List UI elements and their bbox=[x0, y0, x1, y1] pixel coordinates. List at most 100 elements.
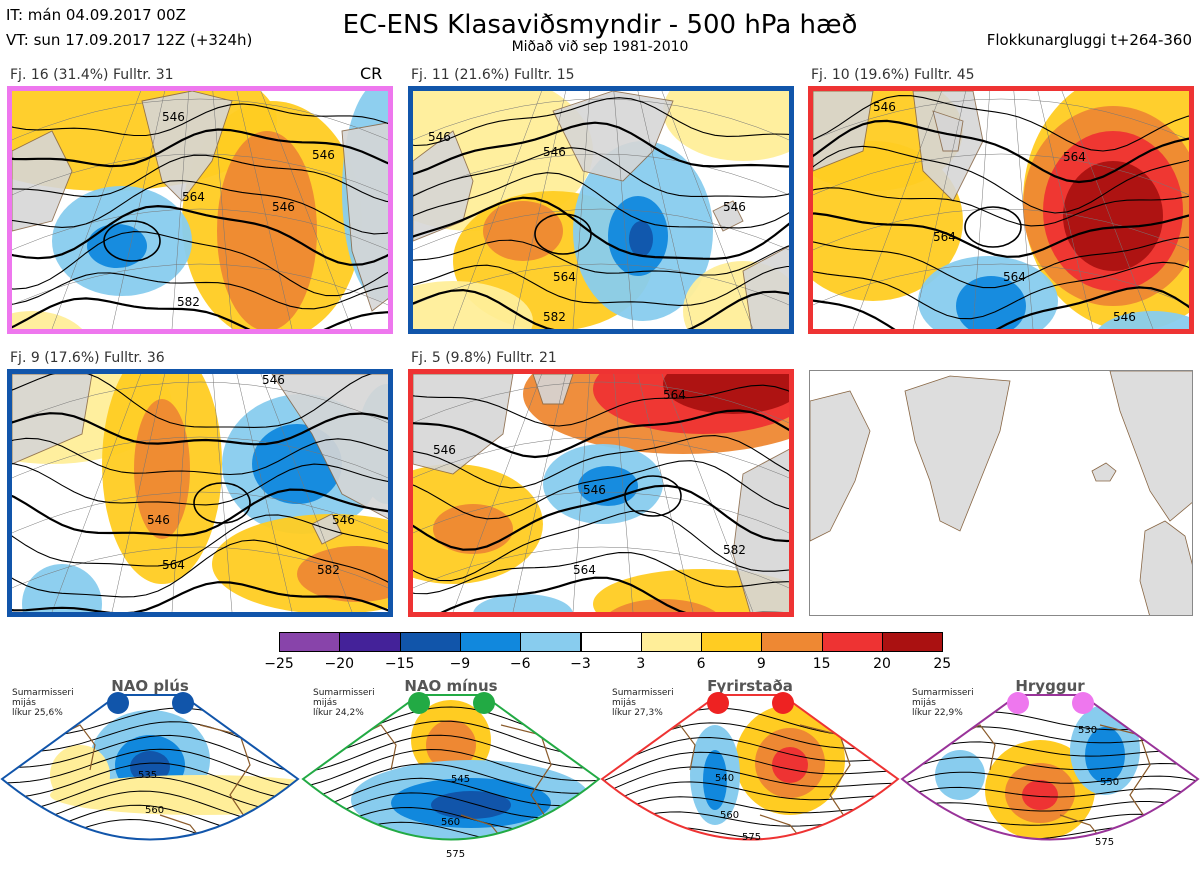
contour-label: 535 bbox=[138, 770, 157, 781]
meridian-line bbox=[572, 374, 591, 612]
meridian-line bbox=[51, 91, 141, 329]
height-contour bbox=[12, 231, 388, 297]
contour-label: 546 bbox=[332, 513, 355, 527]
closed-contour bbox=[534, 213, 592, 255]
colorbar-tick-label: −6 bbox=[509, 656, 531, 672]
contour-label: 546 bbox=[162, 110, 185, 124]
latitude-line bbox=[813, 208, 1189, 251]
cluster-map-panel-10: 546 564 564 564 546 bbox=[808, 86, 1194, 334]
valid-time: VT: sun 17.09.2017 12Z (+324h) bbox=[6, 31, 253, 49]
anomaly-area bbox=[1063, 161, 1163, 271]
regime-marker-dot bbox=[107, 692, 129, 714]
regime-name: NAO plús bbox=[111, 677, 189, 695]
colorbar-tick-label: −9 bbox=[449, 656, 471, 672]
colorbar-segment bbox=[761, 632, 823, 652]
contour-label: 530 bbox=[1078, 725, 1097, 736]
contour-label: 564 bbox=[1003, 270, 1026, 284]
height-contour bbox=[12, 128, 388, 168]
anomaly-area bbox=[134, 399, 190, 539]
height-contour bbox=[813, 145, 1189, 214]
landmass bbox=[712, 200, 744, 232]
meridian-line bbox=[613, 91, 634, 329]
anomaly-area bbox=[426, 720, 476, 770]
anomaly-area bbox=[217, 131, 317, 329]
landmass bbox=[12, 130, 73, 232]
contour-label: 582 bbox=[317, 563, 340, 577]
page-subtitle: Miðað við sep 1981-2010 bbox=[511, 39, 689, 55]
anomaly-area bbox=[297, 546, 388, 602]
height-contour bbox=[12, 180, 388, 235]
contour-label: 546 bbox=[262, 374, 285, 387]
height-contour bbox=[413, 552, 789, 595]
meridian-line bbox=[572, 91, 591, 329]
anomaly-area bbox=[610, 599, 716, 612]
landmass bbox=[813, 91, 874, 172]
height-contour bbox=[2, 748, 298, 788]
meridian-line bbox=[637, 374, 694, 612]
contour-label: 582 bbox=[543, 310, 566, 324]
closed-contour bbox=[964, 206, 1022, 248]
height-contour bbox=[303, 748, 599, 788]
latitude-line bbox=[813, 263, 1189, 306]
height-contour bbox=[12, 437, 388, 476]
panel-5-label: Fj. 5 (9.8%) Fulltr. 21 bbox=[411, 350, 557, 366]
landmass bbox=[413, 130, 474, 242]
colorbar-tick-label: 25 bbox=[933, 656, 952, 672]
anomaly-area bbox=[50, 745, 110, 805]
panel-1-label: Fj. 16 (31.4%) Fulltr. 31 bbox=[10, 67, 174, 83]
meridian-line bbox=[852, 91, 942, 329]
contour-label: 546 bbox=[147, 513, 170, 527]
height-contour bbox=[813, 236, 1189, 289]
landmass bbox=[742, 245, 789, 329]
height-contour bbox=[813, 187, 1189, 227]
contour-label: 575 bbox=[446, 849, 465, 860]
meridian-line bbox=[661, 91, 754, 329]
anomaly-area bbox=[87, 224, 147, 268]
cluster-map-panel-11: 546 546 564 546 582 bbox=[408, 86, 794, 334]
latitude-line bbox=[12, 153, 388, 196]
height-contour bbox=[602, 766, 898, 795]
contour-label: 560 bbox=[720, 810, 739, 821]
regime-marker-dot bbox=[1007, 692, 1029, 714]
landmass bbox=[532, 374, 574, 405]
contour-label: 546 bbox=[272, 200, 295, 214]
height-contour bbox=[303, 777, 599, 815]
regime-map: 530 550 575 bbox=[900, 694, 1200, 848]
meridian-line bbox=[512, 91, 566, 329]
anomaly-area bbox=[629, 221, 653, 257]
height-contour bbox=[813, 119, 1189, 184]
regime-name: Hryggur bbox=[1015, 677, 1085, 695]
height-contour bbox=[2, 762, 298, 801]
latitude-line bbox=[12, 208, 388, 251]
contour-label: 582 bbox=[723, 543, 746, 557]
cluster-map-panel-5: 546 564 546 564 582 bbox=[408, 369, 794, 617]
colorbar-tick-label: 20 bbox=[873, 656, 891, 672]
anomaly-area bbox=[1022, 780, 1058, 810]
colorbar-segment bbox=[339, 632, 401, 652]
anomaly-area bbox=[663, 91, 789, 161]
regime-marker-dot bbox=[473, 692, 495, 714]
contour-label: 540 bbox=[715, 773, 734, 784]
height-contour bbox=[12, 514, 388, 567]
panel-2-label: Fj. 11 (21.6%) Fulltr. 15 bbox=[411, 67, 575, 83]
anomaly-area bbox=[813, 141, 963, 301]
page-title: EC-ENS Klasaviðsmyndir - 500 hPa hæð bbox=[342, 10, 858, 40]
contour-label: 582 bbox=[177, 295, 200, 309]
contour-label: 564 bbox=[182, 190, 205, 204]
contour-label: 546 bbox=[433, 443, 456, 457]
height-contour bbox=[902, 771, 1198, 786]
colorbar-segment bbox=[520, 632, 582, 652]
anomaly-area bbox=[433, 504, 513, 554]
height-contour bbox=[813, 212, 1189, 258]
meridian-line bbox=[512, 374, 566, 612]
meridian-line bbox=[260, 91, 353, 329]
meridian-line bbox=[1037, 91, 1094, 329]
anomaly-area bbox=[483, 201, 563, 261]
map-4: 546 564 546 564 582 bbox=[413, 374, 789, 612]
height-contour bbox=[413, 147, 789, 198]
height-contour bbox=[413, 288, 789, 329]
regime-nao-plus: 535 560 NAO plús Sumarmisseri mijás líkur 2… bbox=[0, 675, 300, 871]
latitude-line bbox=[12, 546, 388, 589]
contour-label: 575 bbox=[742, 832, 761, 843]
